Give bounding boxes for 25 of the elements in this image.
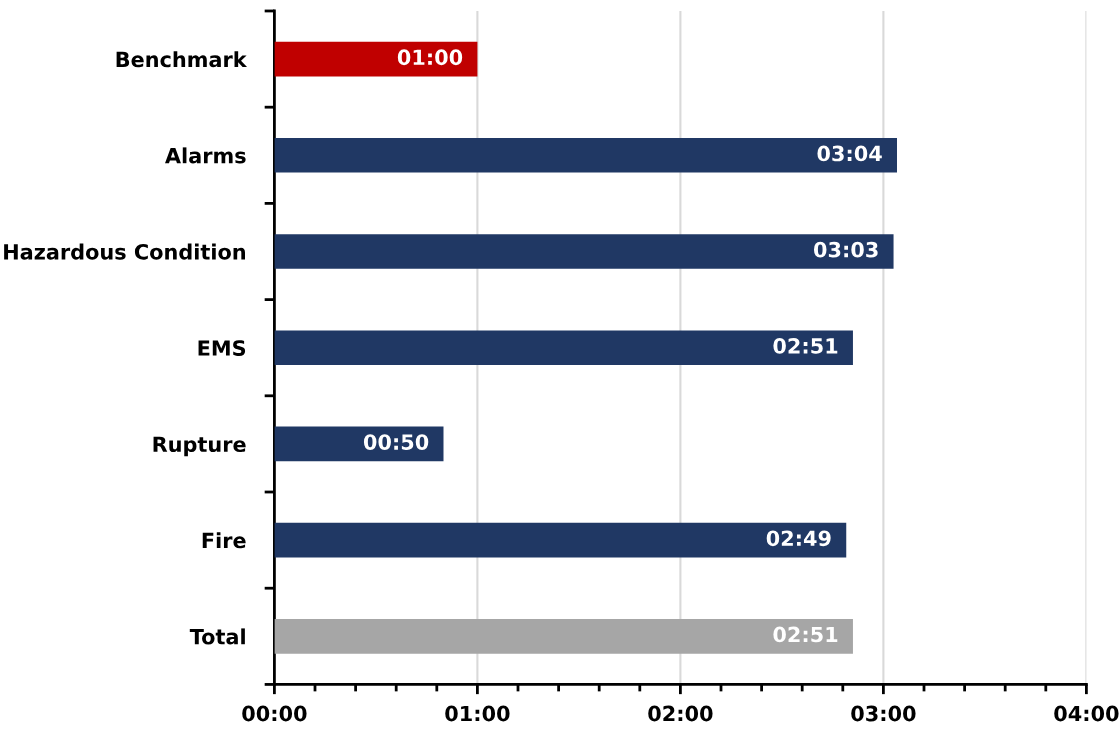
x-tick-label: 00:00 — [242, 705, 307, 722]
data-label: 01:00 — [397, 49, 463, 66]
y-tick-label: Hazardous Condition — [4, 243, 245, 260]
y-tick-label: Benchmark — [116, 51, 248, 68]
data-label: 02:49 — [766, 530, 831, 547]
y-tick-label: Alarms — [165, 147, 246, 164]
x-tick-label: 01:00 — [445, 705, 510, 722]
y-tick-label: EMS — [198, 340, 246, 356]
bar — [274, 619, 853, 654]
bar — [274, 234, 894, 269]
x-tick-label: 02:00 — [648, 705, 713, 722]
bar — [274, 41, 478, 77]
x-tick-label: 03:00 — [851, 705, 916, 722]
bar — [274, 522, 847, 558]
x-tick-label: 04:00 — [1054, 705, 1119, 722]
data-label: 00:50 — [363, 434, 429, 450]
data-label: 03:03 — [813, 241, 878, 258]
y-tick-label: Rupture — [153, 436, 246, 457]
y-tick-label: Fire — [202, 532, 246, 549]
data-label: 02:51 — [773, 626, 838, 643]
data-label: 02:51 — [773, 337, 838, 354]
bar — [274, 330, 853, 366]
data-label: 03:04 — [817, 145, 882, 162]
y-tick-label: Total — [189, 628, 245, 645]
bar — [274, 137, 897, 173]
